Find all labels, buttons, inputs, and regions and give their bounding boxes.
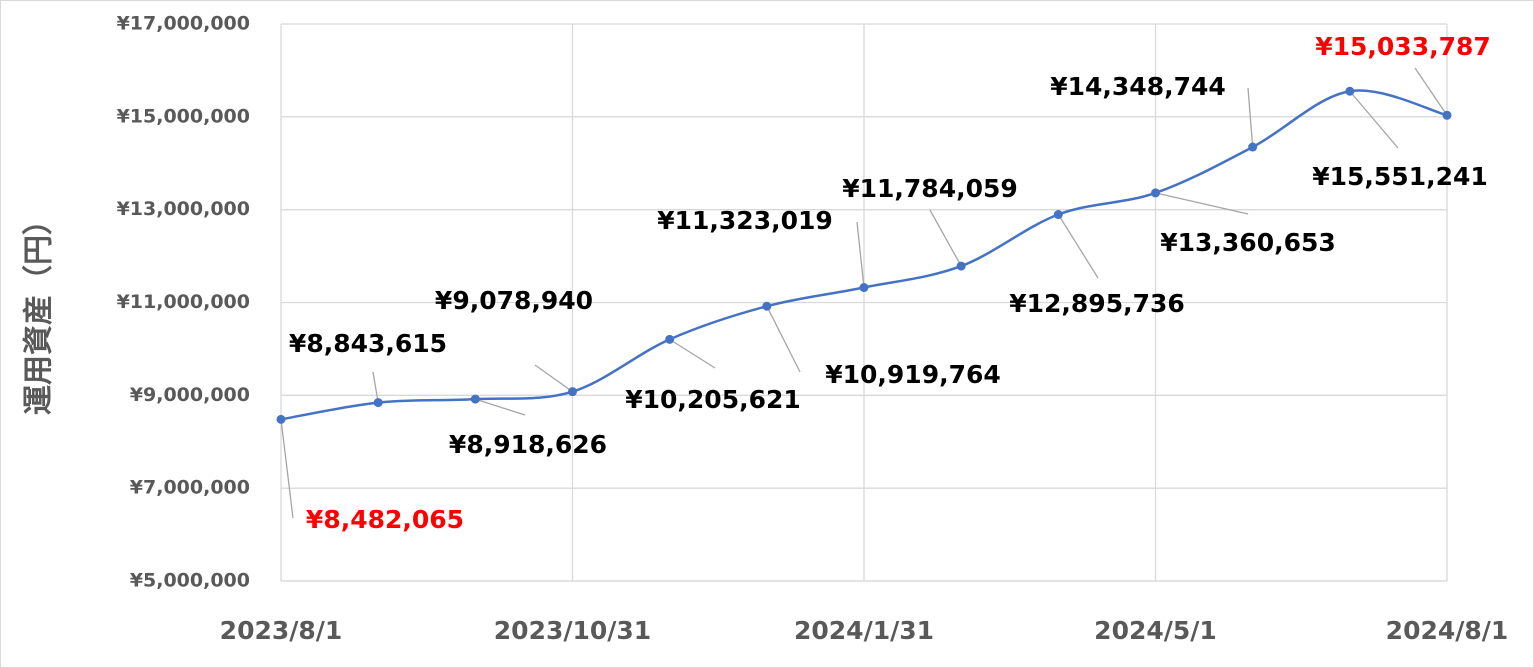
data-label: ¥8,843,615 [289, 329, 447, 358]
data-label: ¥13,360,653 [1160, 228, 1336, 257]
leader-line [1349, 90, 1399, 149]
y-tick-label: ¥17,000,000 [117, 13, 250, 35]
leader-line [856, 221, 865, 288]
x-tick-label: 2024/1/31 [794, 616, 934, 645]
data-label: ¥11,323,019 [657, 206, 833, 235]
data-label: ¥9,078,940 [435, 286, 593, 315]
y-axis-title: 運用資産（円） [22, 205, 57, 415]
x-tick-label: 2024/5/1 [1094, 616, 1217, 645]
point [568, 387, 577, 397]
data-label: ¥8,482,065 [306, 505, 464, 534]
x-tick-label: 2024/8/1 [1386, 616, 1509, 645]
y-tick-label: ¥7,000,000 [130, 477, 250, 499]
leader-line [534, 364, 573, 393]
data-label: ¥12,895,736 [1009, 289, 1185, 318]
leader-line [766, 305, 801, 373]
data-label: ¥15,551,241 [1312, 162, 1488, 191]
leader-line [929, 209, 962, 267]
data-label: ¥10,919,764 [825, 360, 1001, 389]
leader-line [475, 398, 526, 416]
point [1345, 86, 1355, 96]
leader-line [280, 419, 294, 519]
y-tick-label: ¥15,000,000 [117, 105, 250, 127]
data-label: ¥14,348,744 [1050, 72, 1226, 101]
y-tick-label: ¥11,000,000 [117, 291, 250, 313]
y-tick-label: ¥5,000,000 [130, 570, 250, 592]
y-tick-label: ¥9,000,000 [130, 384, 250, 406]
leader-line [1155, 192, 1249, 215]
point [665, 334, 675, 344]
point [859, 283, 869, 293]
leader-line [1057, 214, 1099, 279]
y-tick-label: ¥13,000,000 [117, 198, 250, 220]
point [276, 414, 286, 424]
data-label: ¥10,205,621 [625, 385, 801, 414]
point [470, 394, 480, 404]
x-tick-label: 2023/8/1 [220, 616, 343, 645]
leader-line [1414, 67, 1448, 116]
data-label: ¥11,784,059 [842, 174, 1018, 203]
point [1248, 142, 1258, 152]
point [373, 398, 383, 408]
leader-line [1247, 87, 1254, 148]
point [956, 261, 966, 271]
point [1151, 188, 1160, 198]
point [762, 301, 772, 311]
point [1053, 210, 1063, 220]
x-tick-label: 2023/10/31 [494, 616, 651, 645]
point [1442, 110, 1452, 120]
data-label: ¥15,033,787 [1315, 32, 1491, 61]
data-label: ¥8,918,626 [449, 430, 607, 459]
leader-line [372, 371, 379, 403]
leader-line [669, 338, 716, 369]
